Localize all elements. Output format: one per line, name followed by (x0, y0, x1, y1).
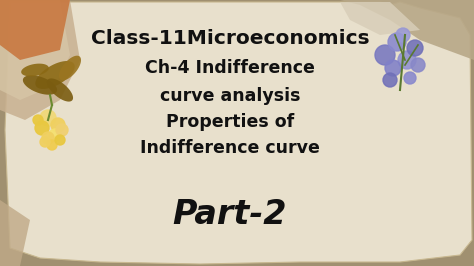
Circle shape (411, 58, 425, 72)
Text: Properties of: Properties of (166, 113, 294, 131)
Circle shape (385, 60, 401, 76)
Text: Class-11Microeconomics: Class-11Microeconomics (91, 28, 369, 48)
Circle shape (55, 135, 65, 145)
Circle shape (49, 129, 61, 141)
Circle shape (40, 110, 56, 126)
Circle shape (35, 121, 49, 135)
Circle shape (388, 33, 406, 51)
Circle shape (398, 51, 416, 69)
Circle shape (396, 28, 410, 42)
Circle shape (42, 132, 54, 144)
Polygon shape (5, 2, 472, 264)
Circle shape (33, 115, 43, 125)
Polygon shape (21, 64, 49, 76)
Circle shape (51, 118, 65, 132)
Polygon shape (47, 78, 73, 102)
Polygon shape (59, 56, 81, 80)
Text: Part-2: Part-2 (173, 198, 287, 231)
Polygon shape (0, 200, 30, 266)
Polygon shape (23, 75, 57, 95)
Circle shape (375, 45, 395, 65)
Polygon shape (0, 0, 70, 60)
Polygon shape (0, 0, 80, 120)
Text: curve analysis: curve analysis (160, 87, 300, 105)
Circle shape (40, 137, 50, 147)
Circle shape (404, 72, 416, 84)
Polygon shape (36, 61, 75, 89)
Circle shape (407, 40, 423, 56)
Text: Ch-4 Indifference: Ch-4 Indifference (145, 59, 315, 77)
Polygon shape (340, 0, 474, 60)
Circle shape (56, 124, 68, 136)
Polygon shape (0, 0, 70, 100)
Circle shape (383, 73, 397, 87)
Circle shape (47, 140, 57, 150)
Polygon shape (340, 2, 420, 35)
Text: Indifference curve: Indifference curve (140, 139, 320, 157)
